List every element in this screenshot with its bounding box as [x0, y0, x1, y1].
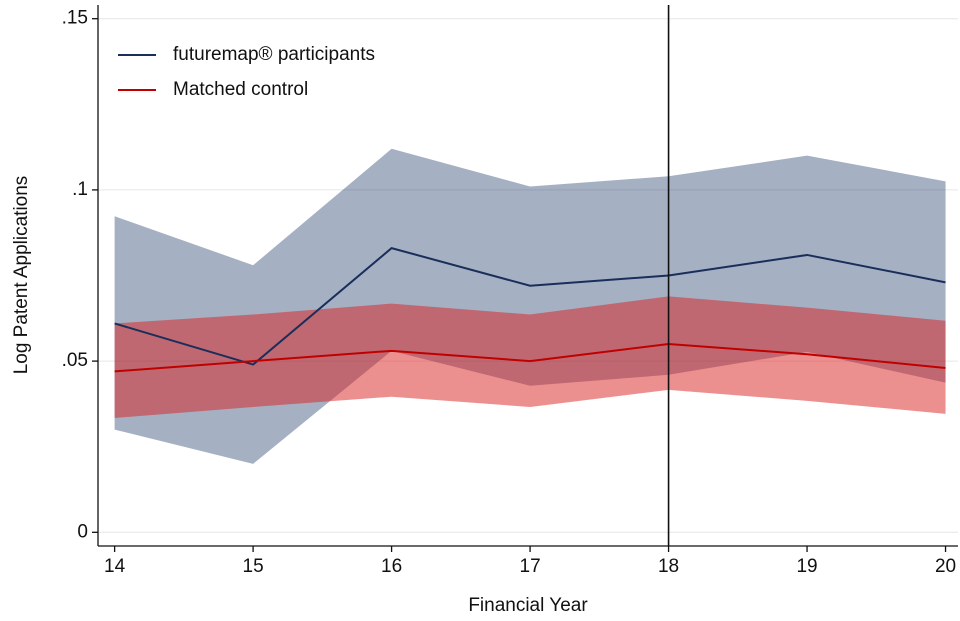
x-tick-label: 17 [520, 556, 541, 577]
ci-band [114, 148, 946, 464]
x-axis-label: Financial Year [468, 595, 588, 616]
y-axis-label: Log Patent Applications [11, 176, 32, 375]
x-tick-label: 15 [243, 556, 264, 577]
series-line [114, 342, 946, 373]
x-tick-label: 18 [658, 556, 679, 577]
y-tick-label: .15 [62, 8, 88, 29]
x-tick-label: 14 [104, 556, 126, 577]
x-tick-label: 19 [796, 556, 817, 577]
y-tick-label: .05 [62, 350, 88, 371]
legend-label: Matched control [173, 79, 308, 100]
x-tick-label: 20 [935, 556, 956, 577]
y-tick-label: .1 [72, 179, 88, 200]
series-line [114, 247, 946, 366]
legend-label: futuremap® participants [173, 44, 375, 65]
y-tick-label: 0 [77, 521, 88, 542]
ci-band [114, 296, 946, 418]
x-tick-label: 16 [381, 556, 402, 577]
